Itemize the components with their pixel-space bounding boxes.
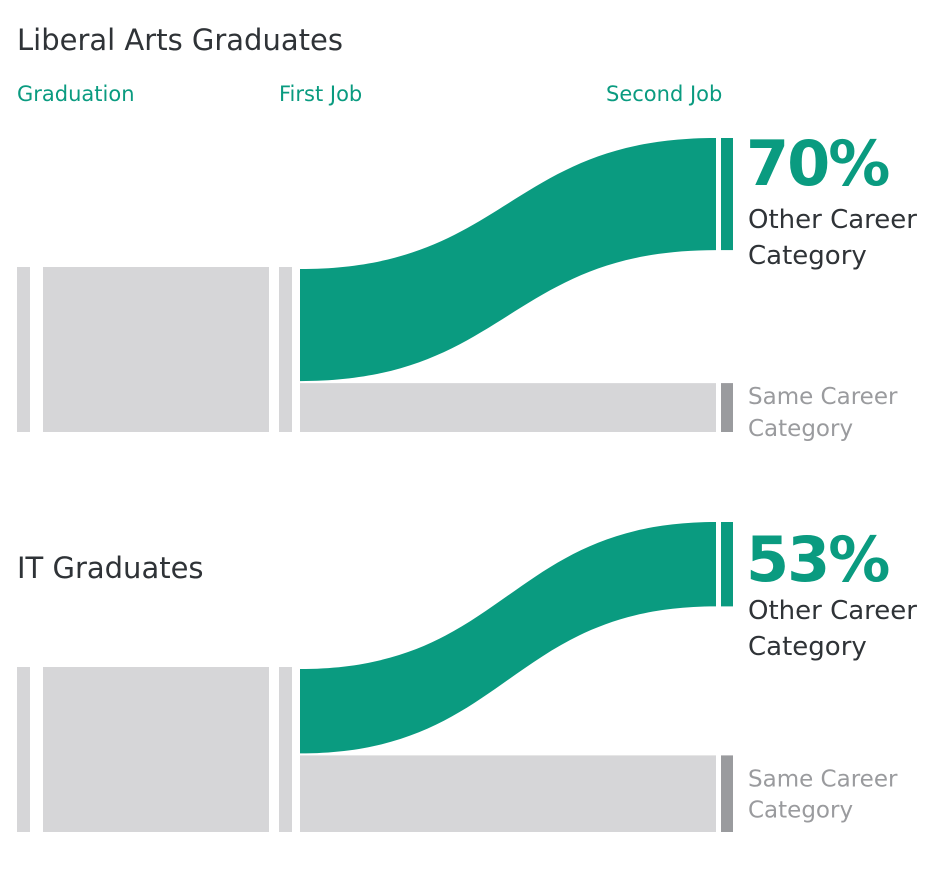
category-line: Other Career (748, 205, 917, 235)
chart-title: IT Graduates (17, 551, 204, 585)
category-label: Other Career Category (748, 205, 917, 271)
category-line: Other Career (748, 596, 917, 626)
category-line: Category (748, 416, 853, 442)
first-job-node (279, 667, 292, 832)
flow (300, 755, 716, 832)
graduation-block (43, 667, 269, 832)
graduation-block (43, 267, 269, 432)
category-line: Category (748, 797, 853, 823)
value-label: 70% (746, 127, 889, 200)
category-line: Category (748, 241, 867, 271)
flow (300, 522, 716, 754)
category-label: Same Career Category (748, 384, 898, 442)
node-marker (721, 755, 733, 832)
stage-label: First Job (279, 82, 362, 106)
category-line: Same Career (748, 384, 898, 410)
flow (300, 383, 716, 432)
node-marker (721, 522, 733, 607)
node-marker (721, 138, 733, 251)
stage-label: Graduation (17, 82, 135, 106)
first-job-node (279, 267, 292, 432)
category-label: Other Career Category (748, 596, 917, 662)
graduation-node (17, 267, 30, 432)
graduation-node (17, 667, 30, 832)
value-label: 53% (746, 523, 889, 596)
category-label: Same Career Category (748, 766, 898, 823)
node-marker (721, 383, 733, 432)
stage-label: Second Job (606, 82, 722, 106)
category-line: Category (748, 632, 867, 662)
flow (300, 138, 716, 382)
chart-title: Liberal Arts Graduates (17, 23, 343, 57)
category-line: Same Career (748, 766, 898, 792)
